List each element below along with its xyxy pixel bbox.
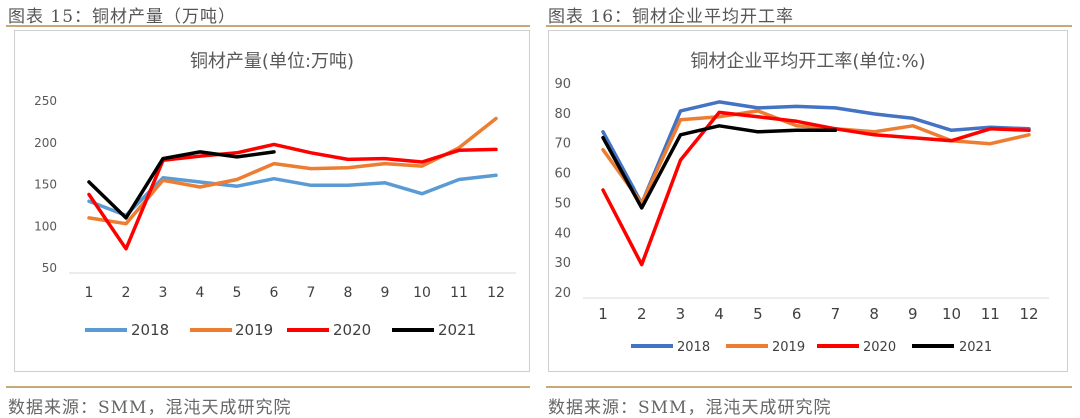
x-tick-label: 4 <box>196 285 205 301</box>
figure-16-caption: 图表 16：铜材企业平均开工率 <box>548 7 795 27</box>
x-tick-label: 11 <box>981 305 1000 323</box>
legend-label-2020: 2020 <box>863 340 896 355</box>
x-tick-label: 10 <box>942 305 961 323</box>
chart-16-frame: 铜材企业平均开工率(单位:%) 20 30 40 50 60 70 80 90 1 2 3 4 5 6 7 8 9… <box>548 30 1068 372</box>
x-tick-label: 4 <box>714 305 724 323</box>
x-tick-label: 10 <box>413 285 431 301</box>
y-tick-label: 250 <box>34 94 57 108</box>
x-tick-label: 9 <box>908 305 918 323</box>
x-tick-label: 11 <box>450 285 468 301</box>
chart-title: 铜材产量(单位:万吨) <box>190 51 354 72</box>
y-tick-label: 90 <box>554 77 571 92</box>
series-line-2020 <box>601 110 1031 267</box>
y-tick-label: 100 <box>34 219 57 233</box>
x-tick-label: 2 <box>122 285 131 301</box>
legend-label-2020: 2020 <box>333 321 371 339</box>
legend-label-2018: 2018 <box>677 340 710 355</box>
figure-15-rule <box>6 25 530 27</box>
y-tick-label: 50 <box>42 261 57 275</box>
series-line-2020 <box>87 142 498 251</box>
legend-label-2018: 2018 <box>131 321 169 339</box>
y-tick-label: 80 <box>554 107 571 122</box>
x-tick-label: 8 <box>344 285 353 301</box>
y-tick-label: 200 <box>34 136 57 150</box>
figure-15-source: 数据来源：SMM，混沌天成研究院 <box>8 398 292 418</box>
x-tick-label: 9 <box>381 285 390 301</box>
legend-label-2021: 2021 <box>438 321 476 339</box>
legend-label-2021: 2021 <box>959 340 992 355</box>
x-tick-label: 8 <box>869 305 879 323</box>
figure-16-source: 数据来源：SMM，混沌天成研究院 <box>548 398 832 418</box>
series-line-2018 <box>87 173 498 218</box>
x-tick-label: 6 <box>792 305 802 323</box>
x-tick-label: 7 <box>307 285 316 301</box>
x-tick-label: 2 <box>637 305 647 323</box>
legend-label-2019: 2019 <box>235 321 273 339</box>
x-tick-label: 5 <box>753 305 763 323</box>
x-tick-label: 12 <box>487 285 505 301</box>
x-tick-label: 12 <box>1019 305 1038 323</box>
series-line-2019 <box>87 116 498 226</box>
series-line-2018 <box>601 100 1031 206</box>
x-tick-label: 1 <box>85 285 94 301</box>
x-tick-label: 7 <box>831 305 841 323</box>
chart-title: 铜材企业平均开工率(单位:%) <box>690 51 925 72</box>
x-tick-label: 3 <box>676 305 686 323</box>
x-tick-label: 3 <box>159 285 168 301</box>
x-tick-label: 5 <box>233 285 242 301</box>
figure-16-rule <box>546 25 1072 27</box>
y-tick-label: 30 <box>554 256 571 271</box>
y-tick-label: 50 <box>554 196 571 211</box>
y-tick-label: 60 <box>554 167 571 182</box>
y-tick-label: 150 <box>34 178 57 192</box>
x-tick-label: 6 <box>270 285 279 301</box>
series-line-2019 <box>601 109 1031 206</box>
legend-label-2019: 2019 <box>772 340 805 355</box>
figure-16-bottom-rule <box>546 386 1072 388</box>
x-tick-label: 1 <box>598 305 608 323</box>
y-tick-label: 40 <box>554 226 571 241</box>
chart-15-frame: 铜材产量(单位:万吨) 50 100 150 200 250 1 2 3 4 5 6 7 8 9 10 11 12… <box>14 30 530 372</box>
series-line-2021 <box>87 150 276 220</box>
y-tick-label: 20 <box>554 286 571 301</box>
series-line-2021 <box>601 124 838 210</box>
y-tick-label: 70 <box>554 137 571 152</box>
figure-15-bottom-rule <box>6 386 530 388</box>
figure-15-caption: 图表 15：铜材产量（万吨） <box>8 7 237 27</box>
